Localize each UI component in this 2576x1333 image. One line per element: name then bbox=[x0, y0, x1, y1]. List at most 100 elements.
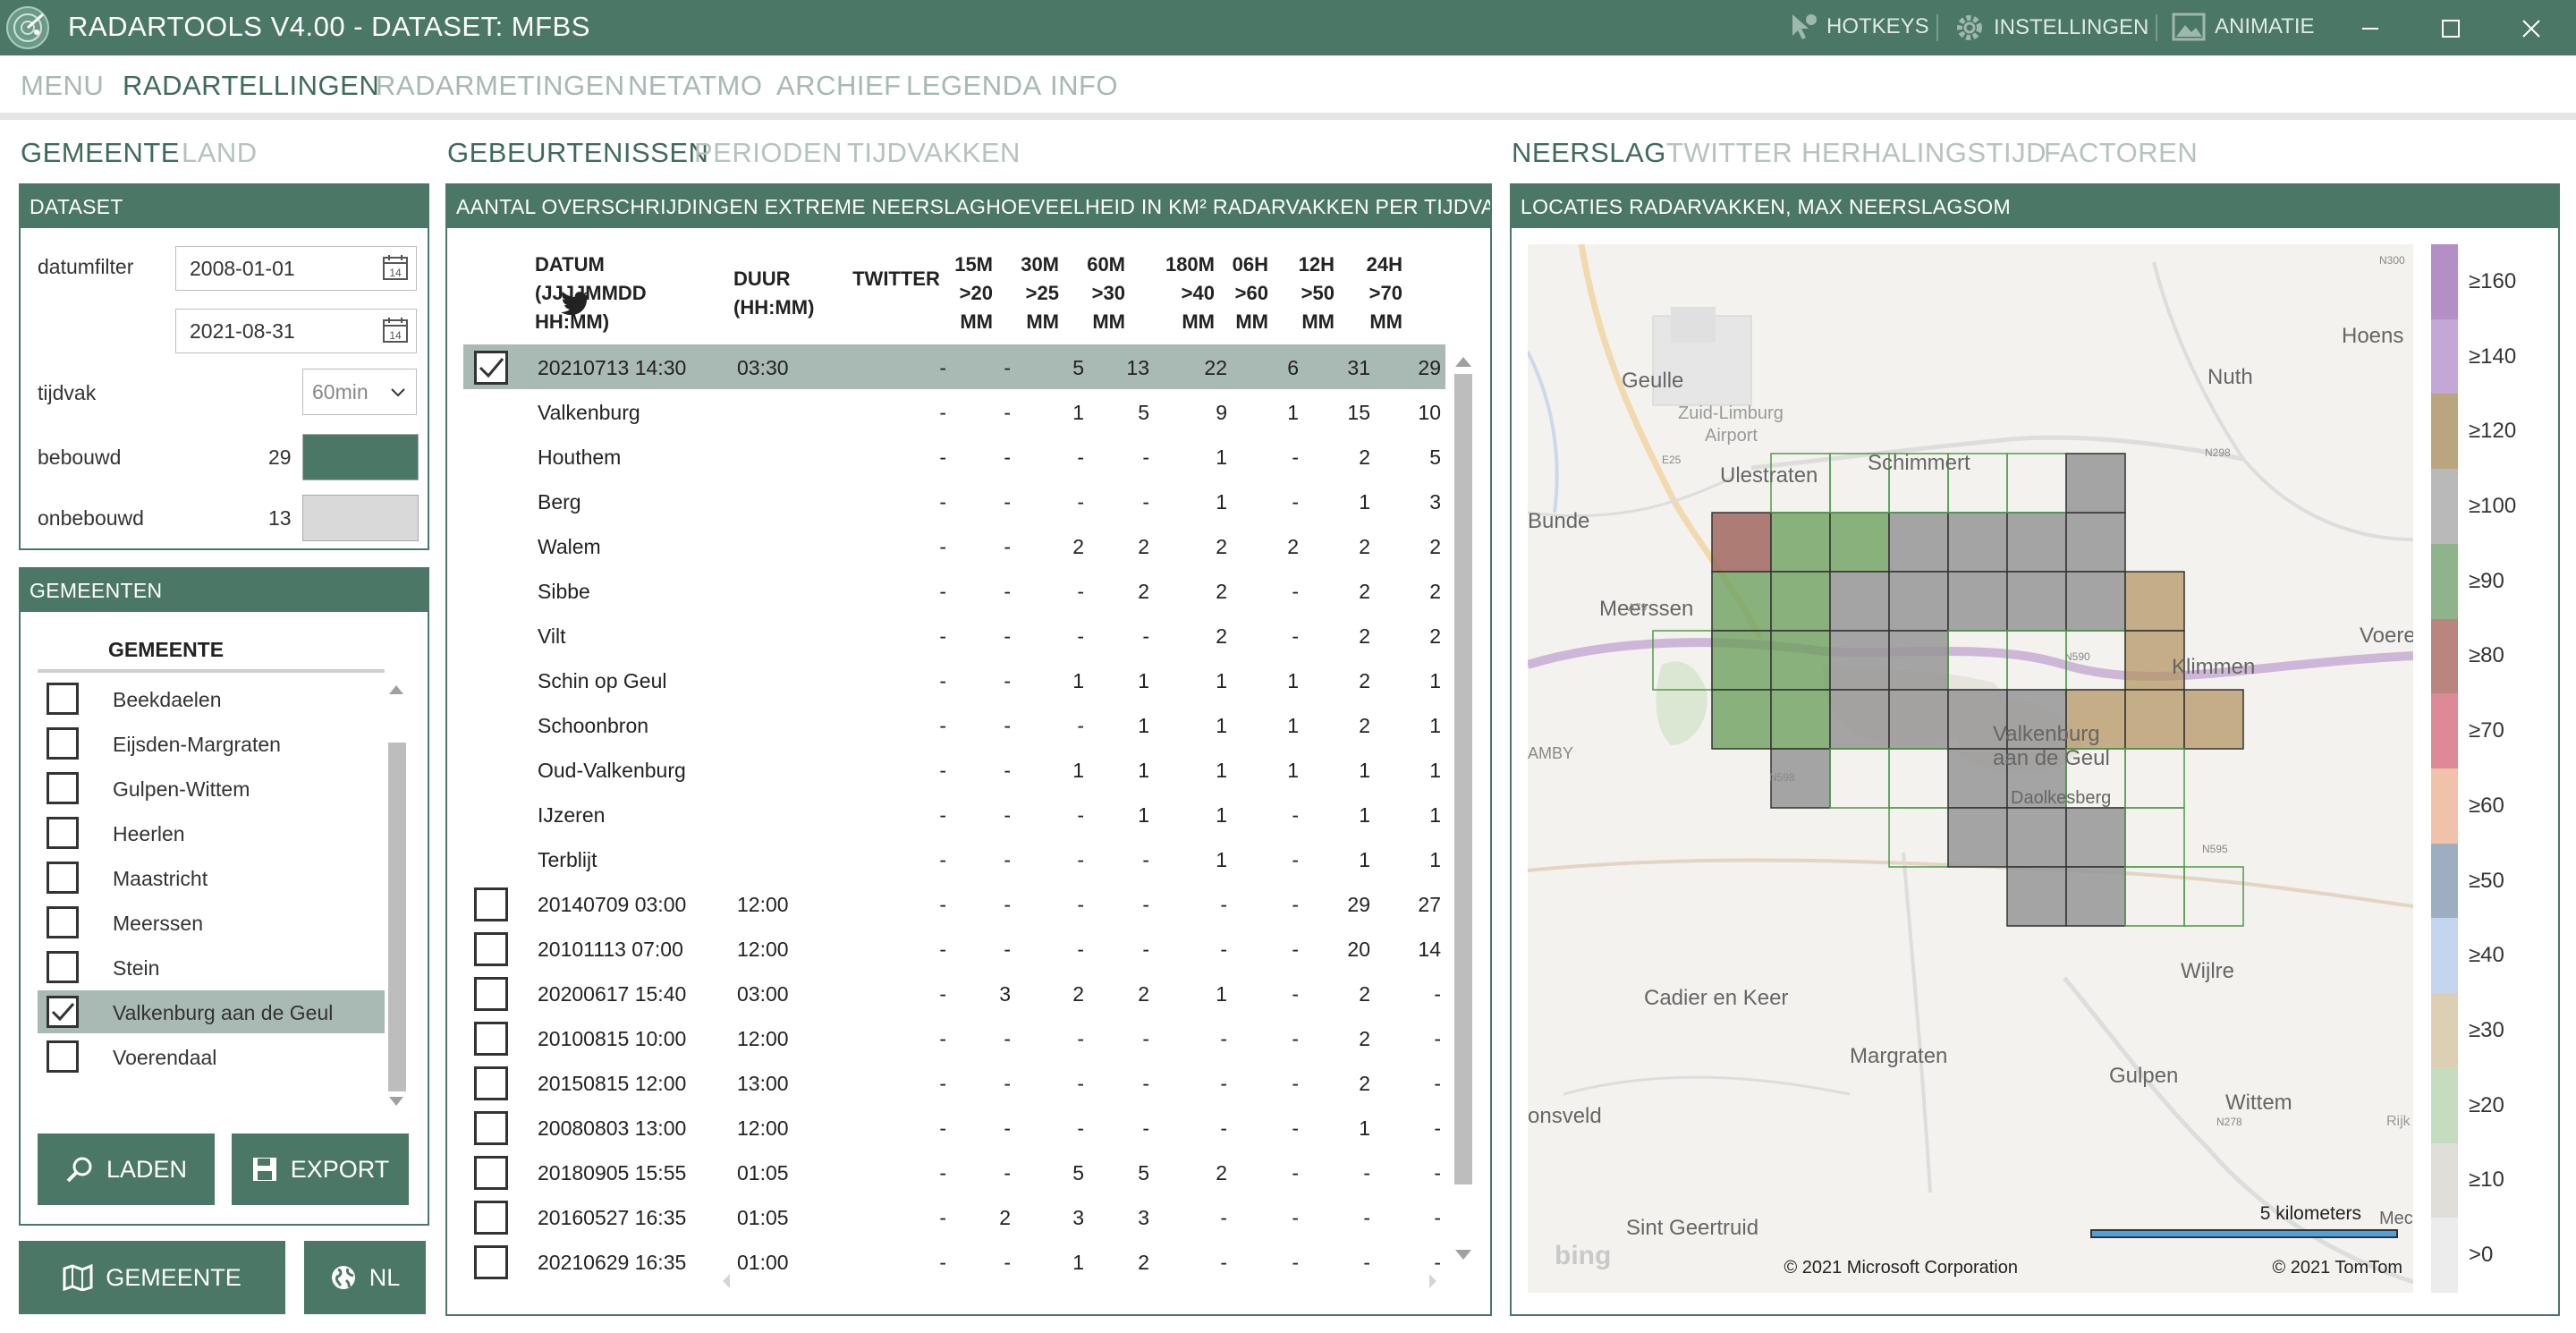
column-header[interactable]: >40 bbox=[1181, 282, 1215, 304]
column-header[interactable]: MM bbox=[1301, 310, 1335, 333]
menu-item-legenda[interactable]: LEGENDA bbox=[906, 70, 1042, 101]
scroll-up-icon[interactable] bbox=[1453, 352, 1474, 370]
column-header[interactable]: 180M bbox=[1165, 253, 1215, 276]
radar-cell[interactable] bbox=[2006, 571, 2067, 632]
radar-cell[interactable] bbox=[2065, 571, 2126, 632]
menu-item-archief[interactable]: ARCHIEF bbox=[776, 70, 902, 101]
tab-tijdvakken[interactable]: TIJDVAKKEN bbox=[847, 137, 1021, 168]
radar-cell[interactable] bbox=[1947, 807, 2008, 868]
list-item[interactable]: Valkenburg aan de Geul bbox=[38, 990, 385, 1033]
radar-cell[interactable] bbox=[1888, 689, 1949, 750]
table-row[interactable]: 20210713 14:30 03:30 - - 5 13 22 6 31 29 bbox=[463, 344, 1445, 389]
scroll-down-icon[interactable] bbox=[1453, 1245, 1474, 1263]
radar-cell[interactable] bbox=[2065, 512, 2126, 573]
list-item[interactable]: Stein bbox=[38, 946, 385, 989]
minimize-button[interactable] bbox=[2343, 11, 2397, 47]
gemeente-checkbox[interactable] bbox=[47, 1040, 79, 1073]
table-row[interactable]: 20150815 12:00 13:00 - - - - - - 2 - bbox=[463, 1060, 1445, 1105]
column-header[interactable]: >20 bbox=[959, 282, 993, 304]
radar-cell[interactable] bbox=[2065, 453, 2126, 514]
table-row[interactable]: 20080803 13:00 12:00 - - - - - - 1 - bbox=[463, 1105, 1445, 1150]
hotkeys-button[interactable]: HOTKEYS bbox=[1789, 13, 1929, 41]
gemeente-checkbox[interactable] bbox=[47, 906, 79, 938]
column-header[interactable]: MM bbox=[1235, 310, 1268, 333]
tab-twitter[interactable]: TWITTER bbox=[1666, 137, 1793, 168]
tab-factoren[interactable]: FACTOREN bbox=[2044, 137, 2199, 168]
tijdvak-select[interactable]: 60min bbox=[302, 369, 417, 415]
tab-land[interactable]: LAND bbox=[182, 137, 258, 168]
radar-cell[interactable] bbox=[2183, 866, 2244, 927]
bebouwd-color-swatch[interactable] bbox=[302, 434, 419, 480]
gemeente-checkbox[interactable] bbox=[47, 817, 79, 849]
row-checkbox[interactable] bbox=[474, 351, 508, 385]
table-row[interactable]: Sibbe - - - 2 2 - 2 2 bbox=[463, 568, 1445, 613]
column-header[interactable]: MM bbox=[960, 310, 993, 333]
animation-button[interactable]: ANIMATIE bbox=[2172, 13, 2315, 41]
scroll-left-icon[interactable] bbox=[719, 1270, 733, 1292]
row-checkbox[interactable] bbox=[474, 1245, 508, 1279]
column-header[interactable]: 12H bbox=[1298, 253, 1335, 276]
radar-cell[interactable] bbox=[1770, 512, 1831, 573]
radar-cell[interactable] bbox=[2124, 630, 2185, 691]
gemeente-map-button[interactable]: GEMEENTE bbox=[19, 1241, 285, 1314]
list-item[interactable]: Voerendaal bbox=[38, 1035, 385, 1078]
column-header[interactable]: 30M bbox=[1021, 253, 1059, 276]
table-row[interactable]: Vilt - - - - 2 - 2 2 bbox=[463, 613, 1445, 658]
row-checkbox[interactable] bbox=[474, 1022, 508, 1056]
radar-cell[interactable] bbox=[2006, 748, 2067, 809]
column-header[interactable]: >60 bbox=[1234, 282, 1268, 304]
gemeente-checkbox[interactable] bbox=[47, 683, 79, 715]
row-checkbox[interactable] bbox=[474, 1201, 508, 1235]
menu-item-info[interactable]: INFO bbox=[1050, 70, 1119, 101]
radar-cell[interactable] bbox=[2006, 512, 2067, 573]
row-checkbox[interactable] bbox=[474, 1156, 508, 1190]
tab-gebeurtenissen[interactable]: GEBEURTENISSEN bbox=[447, 137, 709, 168]
column-header[interactable]: 60M bbox=[1087, 253, 1125, 276]
radar-cell[interactable] bbox=[2065, 689, 2126, 750]
tab-gemeente[interactable]: GEMEENTE bbox=[21, 137, 180, 168]
list-item[interactable]: Eijsden-Margraten bbox=[38, 722, 385, 765]
maximize-button[interactable] bbox=[2424, 11, 2478, 47]
list-item[interactable]: Beekdaelen bbox=[38, 677, 385, 720]
column-header[interactable]: 15M bbox=[954, 253, 993, 276]
radar-cell[interactable] bbox=[1770, 571, 1831, 632]
column-header[interactable]: >25 bbox=[1025, 282, 1059, 304]
tab-neerslag[interactable]: NEERSLAG bbox=[1512, 137, 1666, 168]
radar-cell[interactable] bbox=[2006, 807, 2067, 868]
row-checkbox[interactable] bbox=[474, 1111, 508, 1145]
radar-cell[interactable] bbox=[1947, 748, 2008, 809]
load-button[interactable]: LADEN bbox=[38, 1133, 215, 1205]
radar-cell[interactable] bbox=[1888, 512, 1949, 573]
radar-cell[interactable] bbox=[1947, 571, 2008, 632]
list-item[interactable]: Meerssen bbox=[38, 901, 385, 944]
events-scroll-thumb[interactable] bbox=[1454, 374, 1472, 1184]
table-row[interactable]: 20180905 15:55 01:05 - - 5 5 2 - - - bbox=[463, 1150, 1445, 1194]
map-view[interactable]: Geulle Hoens Nuth Zuid-Limburg Airport U… bbox=[1528, 244, 2413, 1293]
column-header[interactable]: MM bbox=[1182, 310, 1215, 333]
radar-cell[interactable] bbox=[1888, 571, 1949, 632]
column-header[interactable]: TWITTER bbox=[852, 267, 940, 290]
table-row[interactable]: 20100815 10:00 12:00 - - - - - - 2 - bbox=[463, 1015, 1445, 1060]
radar-cell[interactable] bbox=[2006, 689, 2067, 750]
radar-cell[interactable] bbox=[1888, 630, 1949, 691]
gemeente-checkbox[interactable] bbox=[47, 727, 79, 760]
gemeente-checkbox[interactable] bbox=[47, 951, 79, 983]
settings-button[interactable]: INSTELLINGEN bbox=[1954, 13, 2148, 43]
radar-cell[interactable] bbox=[1711, 512, 1772, 573]
menu-item-menu[interactable]: MENU bbox=[21, 70, 105, 101]
table-row[interactable]: 20210629 16:35 01:00 - - 1 2 - - - - bbox=[463, 1239, 1445, 1284]
table-row[interactable]: Schin op Geul - - 1 1 1 1 2 1 bbox=[463, 658, 1445, 702]
column-header[interactable]: (JJJJMMDD bbox=[535, 282, 647, 304]
table-row[interactable]: 20140709 03:00 12:00 - - - - - - 29 27 bbox=[463, 881, 1445, 926]
gemeenten-scroll-thumb[interactable] bbox=[388, 743, 406, 1091]
column-header[interactable]: DUUR bbox=[733, 267, 791, 290]
column-header[interactable]: MM bbox=[1092, 310, 1125, 333]
menu-item-radarmetingen[interactable]: RADARMETINGEN bbox=[376, 70, 625, 101]
menu-item-netatmo[interactable]: NETATMO bbox=[628, 70, 763, 101]
column-header[interactable]: >50 bbox=[1301, 282, 1335, 304]
column-header[interactable]: >70 bbox=[1368, 282, 1402, 304]
column-header[interactable]: >30 bbox=[1091, 282, 1125, 304]
table-row[interactable]: IJzeren - - - 1 1 - 1 1 bbox=[463, 792, 1445, 836]
scroll-right-icon[interactable] bbox=[1426, 1270, 1440, 1292]
radar-cell[interactable] bbox=[1947, 512, 2008, 573]
